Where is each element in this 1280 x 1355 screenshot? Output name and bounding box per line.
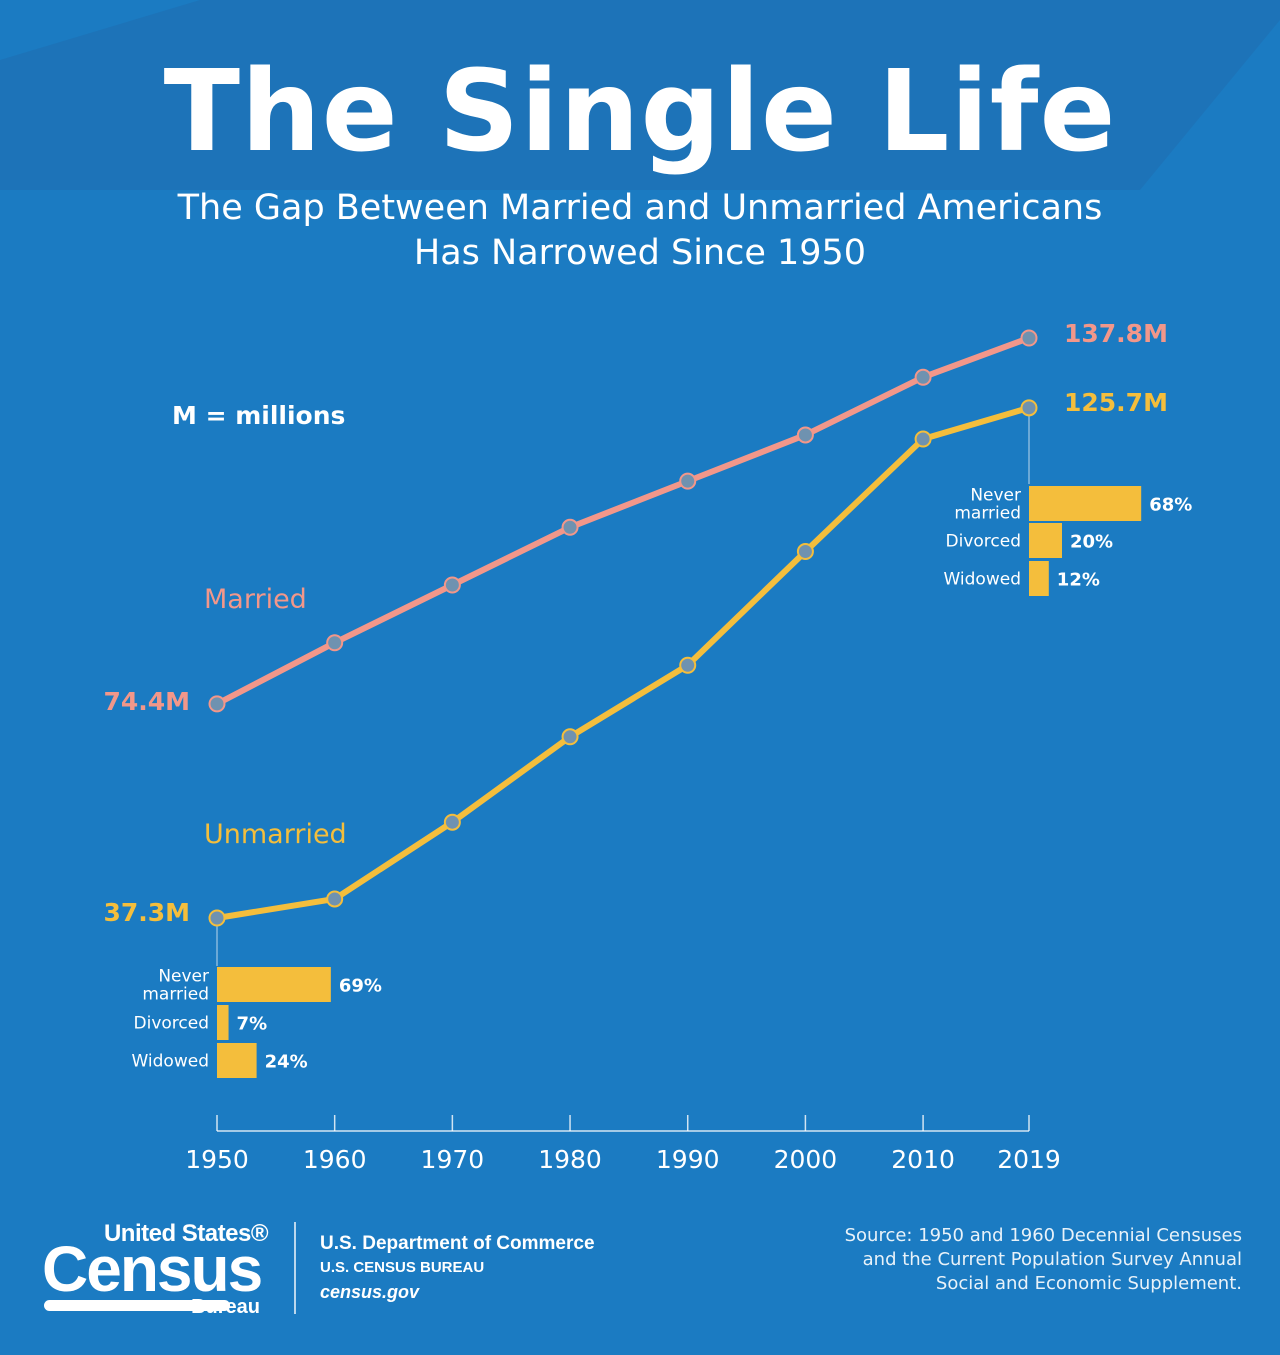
series-line-married (215, 335, 1031, 707)
subtitle-line-2: Has Narrowed Since 1950 (413, 233, 867, 273)
x-tick-label-2010: 2010 (891, 1145, 955, 1174)
breakdown-2019-label-never-married-line1: Never (970, 486, 1021, 506)
logo-united-states: United States® (103, 1220, 269, 1247)
point-married-1970 (443, 576, 461, 594)
breakdown-1950-label-never-married-line1: Never (158, 967, 209, 987)
breakdown-1950-label-never-married-line2: married (142, 985, 209, 1005)
logo-census: Census (42, 1233, 263, 1305)
series-label-unmarried: Unmarried (204, 819, 347, 850)
department-name: U.S. Department of Commerce (320, 1233, 595, 1254)
page-subtitle: The Gap Between Married and Unmarried Am… (0, 186, 1280, 276)
series-label-married: Married (204, 584, 307, 615)
breakdown-1950-bar-never-married (217, 967, 331, 1002)
x-tick-label-1950: 1950 (185, 1145, 249, 1174)
married-start-label: 74.4M (103, 687, 190, 716)
married-end-label: 137.8M (1064, 319, 1168, 348)
source-note: Source: 1950 and 1960 Decennial Censuses… (772, 1224, 1242, 1296)
units-note: M = millions (172, 401, 345, 430)
footer-divider (294, 1222, 296, 1314)
x-tick-label-1990: 1990 (656, 1145, 720, 1174)
point-married-2019 (1020, 329, 1038, 347)
point-unmarried-2000 (796, 543, 814, 561)
point-unmarried-1960 (326, 890, 344, 908)
point-unmarried-1970 (443, 813, 461, 831)
breakdown-2019-bar-divorced (1029, 523, 1062, 558)
x-tick-label-1960: 1960 (303, 1145, 367, 1174)
breakdown-1950-value-never-married: 69% (339, 976, 382, 997)
breakdown-1950-value-widowed: 24% (265, 1052, 308, 1073)
source-line-2: and the Current Population Survey Annual (862, 1249, 1242, 1270)
point-married-1960 (326, 634, 344, 652)
breakdown-2019-label-never-married-line2: married (954, 504, 1021, 524)
subtitle-line-1: The Gap Between Married and Unmarried Am… (177, 188, 1103, 228)
point-married-1950 (208, 695, 226, 713)
point-unmarried-1980 (561, 728, 579, 746)
breakdown-2019-label-divorced: Divorced (946, 532, 1022, 552)
point-married-1980 (561, 518, 579, 536)
source-line-1: Source: 1950 and 1960 Decennial Censuses (844, 1225, 1242, 1246)
line-chart: M = millions Married Unmarried 74.4M 137… (103, 319, 1192, 1174)
x-tick-label-1970: 1970 (421, 1145, 485, 1174)
breakdown-1950-label-widowed: Widowed (131, 1052, 209, 1072)
point-unmarried-2019 (1020, 399, 1038, 417)
source-line-3: Social and Economic Supplement. (935, 1273, 1242, 1294)
point-married-2000 (796, 426, 814, 444)
breakdown-2019-value-divorced: 20% (1070, 532, 1113, 553)
series-line-unmarried (216, 404, 1030, 921)
logo-underline (44, 1300, 230, 1311)
point-unmarried-1950 (208, 909, 226, 927)
breakdown-2019-bar-never-married (1029, 486, 1142, 521)
x-tick-label-2000: 2000 (774, 1145, 838, 1174)
x-tick-label-1980: 1980 (538, 1145, 602, 1174)
unmarried-end-label: 125.7M (1064, 388, 1168, 417)
unmarried-start-label: 37.3M (103, 898, 190, 927)
chart-marks: 1950 1960 1970 1980 1990 2000 2010 2019 69% Never… (131, 329, 1192, 1174)
census-logo[interactable]: United States® Census Bureau (42, 1218, 282, 1318)
breakdown-1950-bar-widowed (217, 1043, 257, 1078)
breakdown-2019-value-widowed: 12% (1057, 570, 1100, 591)
breakdown-1950-value-divorced: 7% (237, 1014, 268, 1035)
point-married-2010 (914, 368, 932, 386)
point-married-1990 (679, 472, 697, 490)
page-title: The Single Life (163, 47, 1117, 177)
logo-bureau: Bureau (191, 1296, 260, 1318)
point-unmarried-1990 (679, 656, 697, 674)
bureau-name: U.S. CENSUS BUREAU (320, 1259, 485, 1276)
footer-department: U.S. Department of Commerce U.S. CENSUS … (320, 1231, 595, 1305)
breakdown-2019-value-never-married: 68% (1149, 495, 1192, 516)
website-link[interactable]: census.gov (320, 1282, 420, 1302)
breakdown-2019-label-widowed: Widowed (943, 570, 1021, 590)
point-unmarried-2010 (914, 430, 932, 448)
breakdown-1950-bar-divorced (217, 1005, 229, 1040)
x-tick-label-2019: 2019 (997, 1145, 1061, 1174)
breakdown-1950-label-divorced: Divorced (134, 1014, 210, 1034)
breakdown-2019-bar-widowed (1029, 561, 1049, 596)
